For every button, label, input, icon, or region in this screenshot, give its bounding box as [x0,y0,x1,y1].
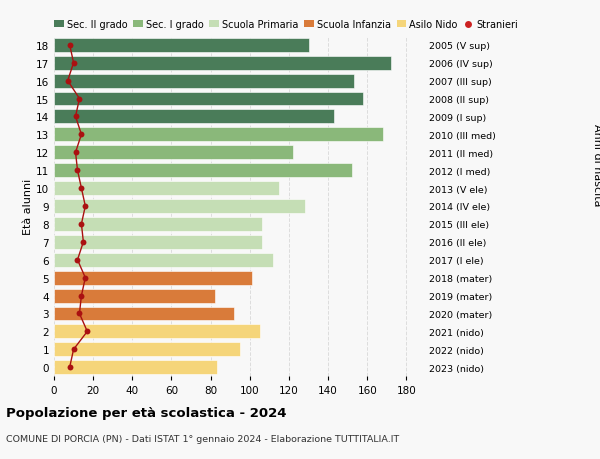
Point [82,328,92,336]
Point [77,185,86,192]
Point [65,364,74,371]
Bar [54,360,217,375]
Bar [54,74,353,89]
Bar [54,235,262,249]
Bar [54,200,305,213]
Bar [54,128,383,142]
Point [71,113,80,121]
Point [73,167,82,174]
Bar [54,218,262,231]
Bar [54,182,279,196]
Bar [54,146,293,160]
Bar [54,110,334,124]
Bar [54,342,240,357]
Bar [54,289,215,303]
Point [77,131,86,139]
Point [73,257,82,264]
Bar [54,92,364,106]
Bar [54,253,273,267]
Bar [54,325,260,339]
Point [77,292,86,300]
Bar [54,164,352,178]
Point [80,274,90,282]
Bar [54,307,234,321]
Text: COMUNE DI PORCIA (PN) - Dati ISTAT 1° gennaio 2024 - Elaborazione TUTTITALIA.IT: COMUNE DI PORCIA (PN) - Dati ISTAT 1° ge… [6,434,399,443]
Point [79,239,88,246]
Bar [54,39,308,53]
Text: Anni di nascita: Anni di nascita [592,124,600,207]
Point [80,203,90,210]
Point [69,60,79,67]
Point [65,42,74,49]
Bar [54,271,252,285]
Point [74,95,84,103]
Bar [54,56,391,71]
Point [74,310,84,318]
Point [71,149,80,157]
Y-axis label: Età alunni: Età alunni [23,179,33,235]
Text: Popolazione per età scolastica - 2024: Popolazione per età scolastica - 2024 [6,406,287,419]
Point [69,346,79,353]
Legend: Sec. II grado, Sec. I grado, Scuola Primaria, Scuola Infanzia, Asilo Nido, Stran: Sec. II grado, Sec. I grado, Scuola Prim… [54,20,518,30]
Point [63,78,73,85]
Point [77,221,86,228]
